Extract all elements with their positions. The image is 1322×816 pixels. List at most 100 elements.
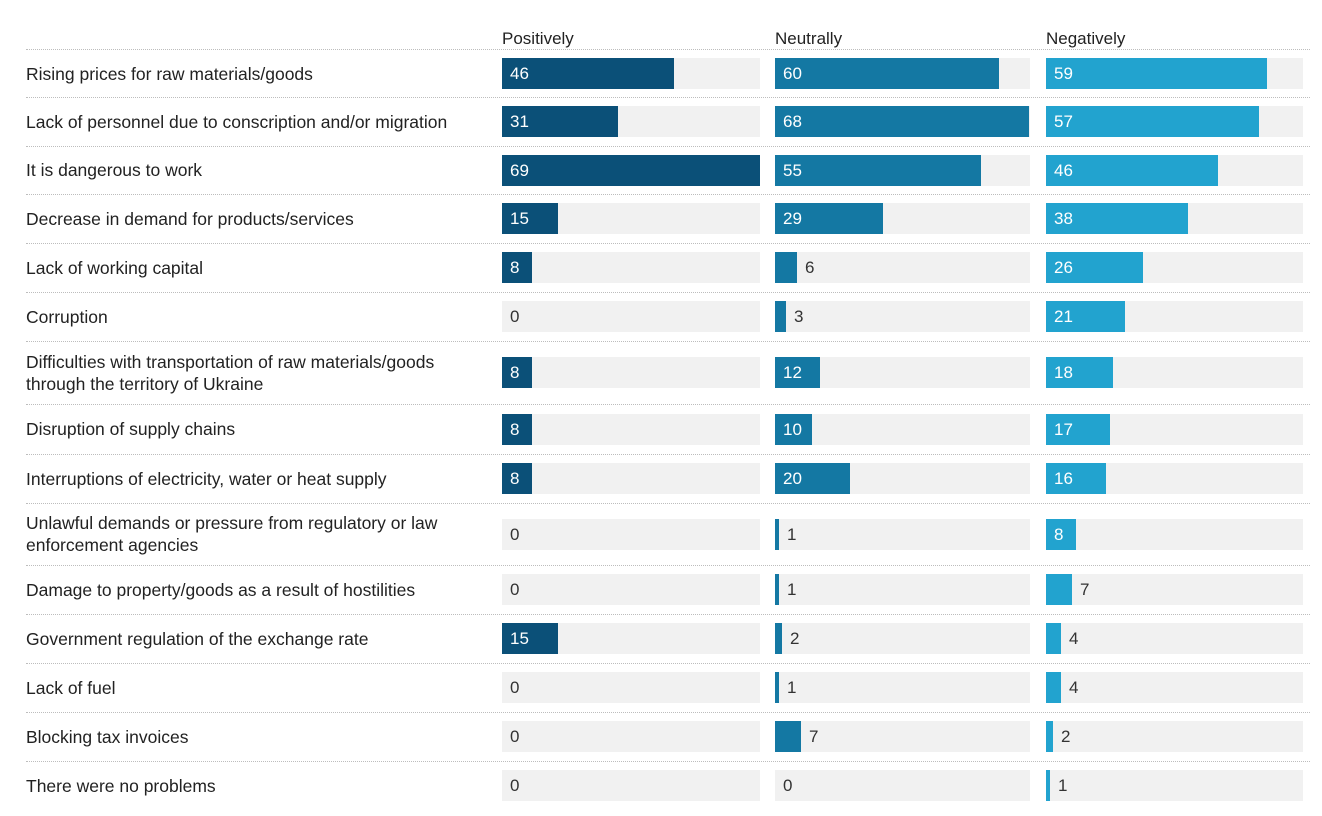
bar-positively: [502, 252, 532, 283]
bar-neutrally: [775, 519, 779, 550]
bar-positively: [502, 106, 618, 137]
data-label: 16: [1054, 469, 1073, 488]
bar-negatively: [1046, 623, 1061, 654]
bar-positively: [502, 58, 674, 89]
category-label: Corruption: [26, 306, 108, 327]
data-label: 10: [783, 420, 802, 439]
bar-track: 46: [502, 58, 760, 89]
bar-track: 2: [1046, 721, 1303, 752]
data-label: 8: [510, 469, 520, 488]
data-label: 15: [510, 629, 529, 648]
bar-neutrally: [775, 721, 801, 752]
data-label: 8: [510, 258, 520, 277]
data-label: 0: [510, 307, 520, 326]
data-label: 55: [783, 161, 802, 180]
chart-row: Interruptions of electricity, water or h…: [26, 454, 1310, 503]
bar-neutrally: [775, 203, 883, 234]
category-label: Disruption of supply chains: [26, 419, 236, 439]
row-separator: [26, 712, 1310, 713]
chart-row: Lack of fuel 0 1 4: [26, 663, 1310, 712]
bar-track: 68: [775, 106, 1030, 137]
bar-positively: [502, 463, 532, 494]
bar-neutrally: [775, 623, 782, 654]
chart-row: Lack of working capital 8 6 26: [26, 243, 1310, 292]
bar-track: 0: [502, 301, 760, 332]
bar-track: 8: [502, 357, 760, 388]
row-separator: [26, 49, 1310, 50]
bar-negatively: [1046, 301, 1125, 332]
bar-positively: [502, 203, 558, 234]
bar-track: 17: [1046, 414, 1303, 445]
series-header-neutrally: Neutrally: [775, 29, 843, 48]
bar-track: 4: [1046, 623, 1303, 654]
bar-negatively: [1046, 672, 1061, 703]
data-label: 2: [790, 629, 800, 648]
bar-track: 69: [502, 155, 760, 186]
bar-negatively: [1046, 252, 1143, 283]
data-label: 57: [1054, 112, 1073, 131]
bar-negatively: [1046, 357, 1113, 388]
bar-track: 1: [775, 519, 1030, 550]
category-label: Interruptions of electricity, water or h…: [26, 468, 387, 489]
data-label: 7: [1080, 580, 1090, 599]
row-separator: [26, 614, 1310, 615]
bar-positively: [502, 155, 760, 186]
chart-row: Lack of personnel due to conscription an…: [26, 97, 1310, 146]
data-label: 69: [510, 161, 529, 180]
data-label: 2: [1061, 727, 1071, 746]
data-label: 0: [510, 678, 520, 697]
data-label: 15: [510, 209, 529, 228]
row-separator: [26, 663, 1310, 664]
row-separator: [26, 146, 1310, 147]
chart-row: Corruption 0 3 21: [26, 292, 1310, 341]
bar-track: 16: [1046, 463, 1303, 494]
row-separator: [26, 194, 1310, 195]
bar-track: 6: [775, 252, 1030, 283]
data-label: 6: [805, 258, 815, 277]
bar-track: 15: [502, 203, 760, 234]
bar-track: 20: [775, 463, 1030, 494]
bar-track: 26: [1046, 252, 1303, 283]
bar-track: 55: [775, 155, 1030, 186]
category-label: Damage to property/goods as a result of …: [26, 579, 416, 600]
data-label: 8: [510, 363, 520, 382]
bar-track: 1: [775, 574, 1030, 605]
row-separator: [26, 341, 1310, 342]
bar-track: 7: [775, 721, 1030, 752]
bar-neutrally: [775, 58, 999, 89]
data-label: 29: [783, 209, 802, 228]
chart-row: Rising prices for raw materials/goods 46 6…: [26, 49, 1310, 98]
data-label: 12: [783, 363, 802, 382]
bar-positively: [502, 414, 532, 445]
data-label: 38: [1054, 209, 1073, 228]
bar-track: 7: [1046, 574, 1303, 605]
bar-negatively: [1046, 721, 1053, 752]
data-label: 60: [783, 64, 802, 83]
chart-row: Blocking tax invoices 0 7 2: [26, 712, 1310, 761]
bar-negatively: [1046, 519, 1076, 550]
bar-positively: [502, 623, 558, 654]
bar-neutrally: [775, 574, 779, 605]
series-header-positively: Positively: [502, 29, 574, 48]
bar-neutrally: [775, 252, 797, 283]
chart-row: Damage to property/goods as a result of …: [26, 565, 1310, 614]
bar-negatively: [1046, 414, 1110, 445]
data-label: 21: [1054, 307, 1073, 326]
bar-track: 21: [1046, 301, 1303, 332]
bar-track: 4: [1046, 672, 1303, 703]
bar-negatively: [1046, 155, 1218, 186]
category-label: It is dangerous to work: [26, 160, 203, 180]
bar-negatively: [1046, 106, 1259, 137]
data-label: 26: [1054, 258, 1073, 277]
data-label: 3: [794, 307, 804, 326]
category-label: Rising prices for raw materials/goods: [26, 63, 313, 84]
bar-track: 31: [502, 106, 760, 137]
chart-row: It is dangerous to work 69 55 46: [26, 146, 1310, 194]
data-label: 8: [1054, 525, 1064, 544]
row-separator: [26, 565, 1310, 566]
data-label: 0: [510, 727, 520, 746]
data-label: 4: [1069, 678, 1079, 697]
chart-row: Difficulties with transportation of raw …: [26, 341, 1310, 404]
bar-negatively: [1046, 203, 1188, 234]
category-label: Decrease in demand for products/services: [26, 208, 354, 229]
